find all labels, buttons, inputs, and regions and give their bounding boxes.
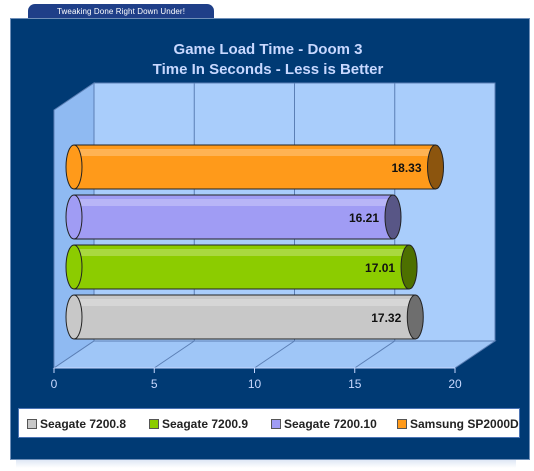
- bar-highlight: [74, 299, 416, 306]
- bar-highlight: [74, 149, 436, 156]
- gridline-floor: [153, 340, 195, 369]
- legend-swatch: [27, 419, 37, 429]
- chart-subtitle: Time In Seconds - Less is Better: [153, 61, 384, 78]
- bar-end-cap: [384, 194, 402, 240]
- bar-highlight: [74, 199, 394, 206]
- bar-body: [73, 194, 394, 240]
- bar-body: [73, 294, 416, 340]
- gridline-floor: [254, 340, 295, 369]
- legend-item-seagate-7200-10: Seagate 7200.10: [271, 417, 377, 431]
- bar-start-cap: [65, 194, 83, 240]
- bar-end-cap: [400, 244, 418, 290]
- bar-end-cap: [406, 294, 424, 340]
- bar-start-cap: [65, 294, 83, 340]
- site-banner-text: Tweaking Done Right Down Under!: [56, 7, 186, 16]
- legend-item-seagate-7200-9: Seagate 7200.9: [149, 417, 248, 431]
- legend-swatch: [397, 419, 407, 429]
- plot-area: 0 5 10 15 20 18.33 16.21 17.01 17.32: [51, 82, 497, 391]
- legend-label: Seagate 7200.10: [284, 417, 377, 431]
- bar-start-cap: [65, 144, 83, 190]
- chart-title: Game Load Time - Doom 3: [174, 41, 363, 58]
- legend-label: Seagate 7200.9: [162, 417, 249, 431]
- bar-highlight: [74, 249, 410, 256]
- x-tick-label: 20: [448, 377, 462, 391]
- footer-fade: [16, 460, 516, 468]
- bar-value-label: 18.33: [391, 161, 421, 175]
- x-tick-label: 10: [248, 377, 262, 391]
- legend-swatch: [271, 419, 281, 429]
- site-banner-tab: Tweaking Done Right Down Under!: [28, 4, 214, 20]
- gridline-floor: [354, 340, 396, 369]
- bar-body: [73, 144, 437, 190]
- bar-end-cap: [427, 144, 445, 190]
- x-tick-label: 0: [51, 377, 58, 391]
- bar-start-cap: [65, 244, 83, 290]
- x-tick-label: 15: [348, 377, 362, 391]
- legend-swatch: [149, 419, 159, 429]
- bar-value-label: 17.01: [365, 261, 395, 275]
- legend-item-seagate-7200-8: Seagate 7200.8: [27, 417, 126, 431]
- legend: Seagate 7200.8 Seagate 7200.9 Seagate 72…: [18, 408, 520, 438]
- bar-value-label: 16.21: [349, 211, 379, 225]
- x-tick-label: 5: [151, 377, 158, 391]
- legend-item-samsung-sp2000d: Samsung SP2000D: [397, 417, 519, 431]
- legend-label: Seagate 7200.8: [40, 417, 127, 431]
- bar-value-label: 17.32: [371, 311, 401, 325]
- legend-label: Samsung SP2000D: [410, 417, 519, 431]
